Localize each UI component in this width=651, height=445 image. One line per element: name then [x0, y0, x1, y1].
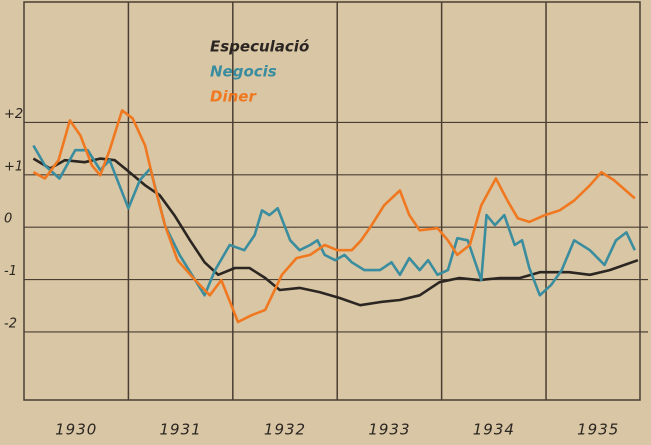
y-tick-label: -1	[4, 264, 17, 279]
legend-label: Diner	[210, 88, 257, 106]
series-line	[32, 157, 639, 307]
x-tick-label: 1931	[160, 421, 202, 439]
legend-label: Especulació	[210, 38, 309, 56]
x-tick-label: 1930	[55, 421, 97, 439]
y-tick-label: -2	[4, 316, 17, 331]
legend-label: Negocis	[210, 63, 277, 81]
series-line	[32, 109, 636, 324]
y-tick-label: +1	[4, 159, 23, 174]
x-tick-label: 1933	[368, 421, 410, 439]
plot-frame	[23, 1, 641, 401]
x-tick-label: 1935	[577, 421, 619, 439]
y-tick-label: +2	[4, 107, 23, 122]
x-tick-label: 1934	[473, 421, 515, 439]
y-tick-label: 0	[4, 212, 12, 227]
x-tick-label: 1932	[264, 421, 306, 439]
